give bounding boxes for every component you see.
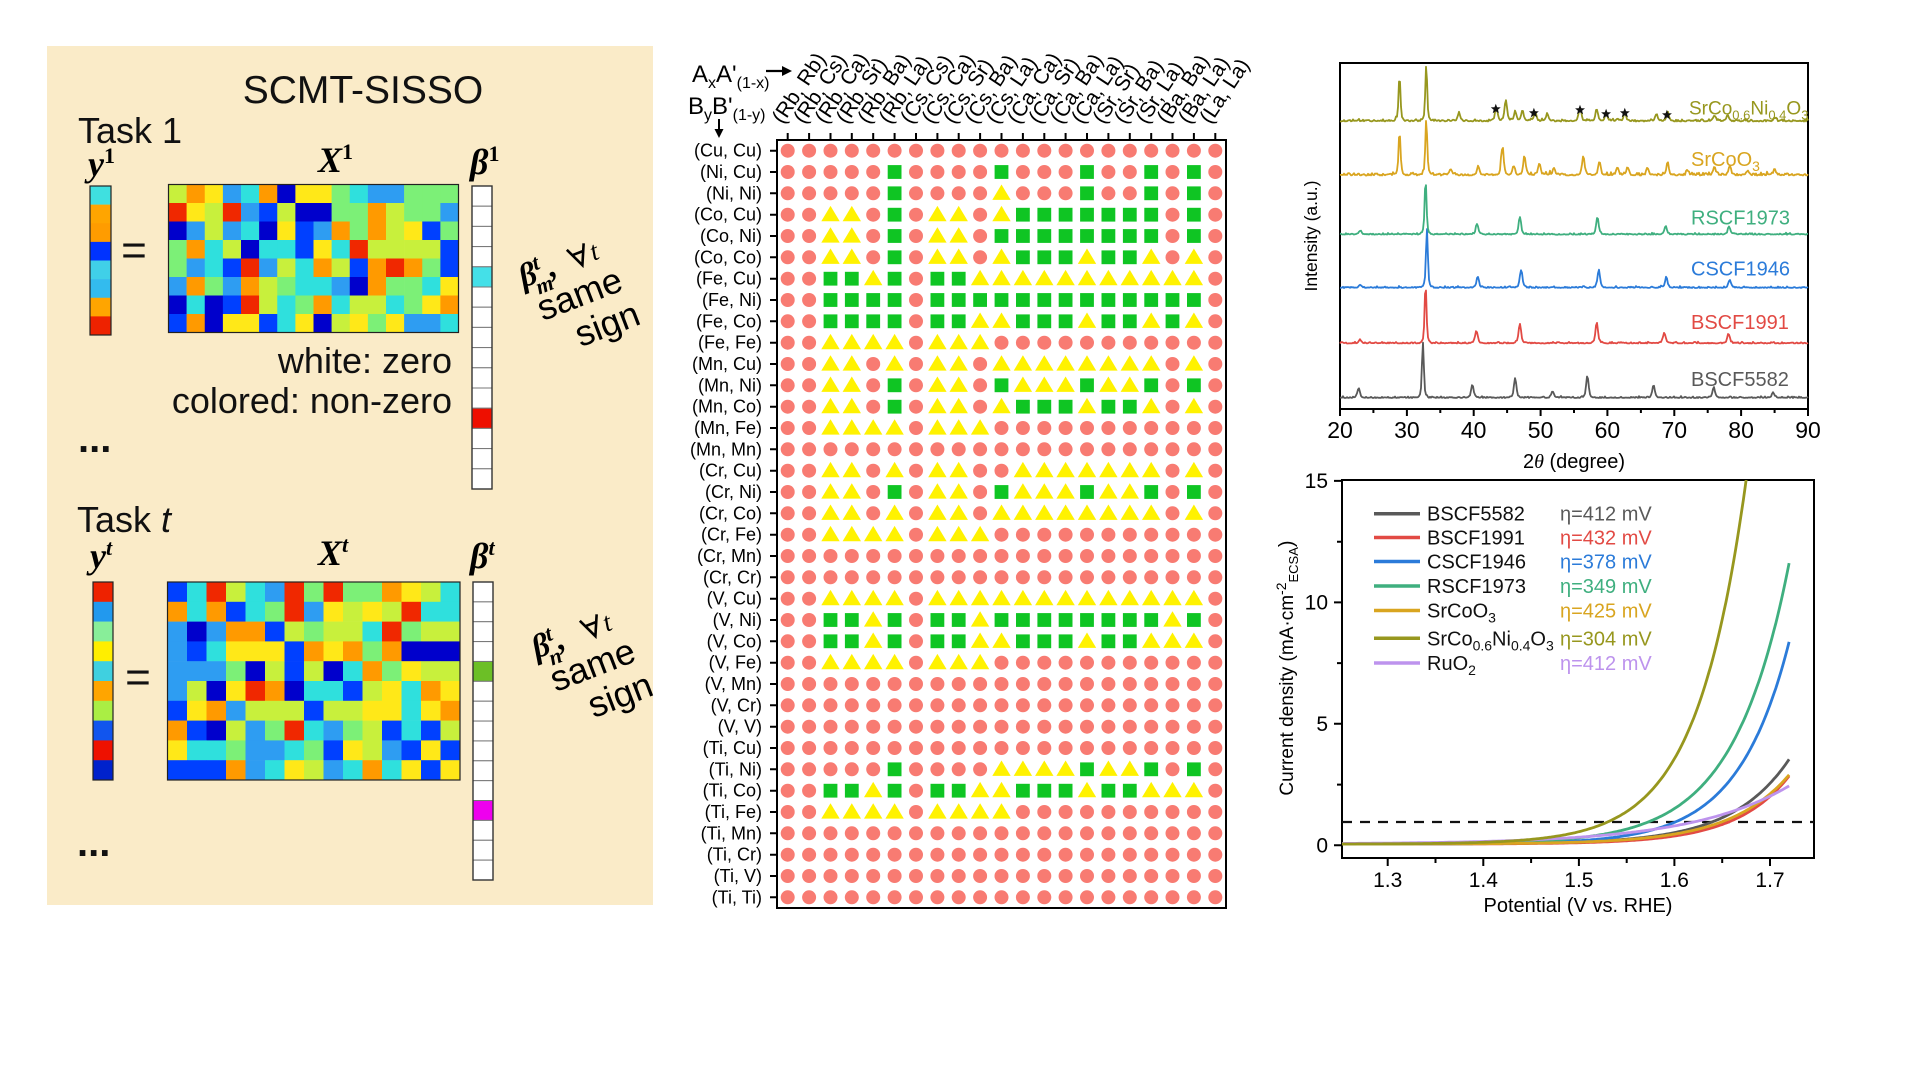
svg-text:(Cu, Cu): (Cu, Cu) — [694, 141, 762, 161]
svg-text:...: ... — [78, 417, 111, 461]
svg-text:0: 0 — [1316, 834, 1328, 857]
svg-text:(V, Mn): (V, Mn) — [705, 674, 762, 694]
svg-text:1.7: 1.7 — [1755, 869, 1784, 892]
svg-text:2θ (degree): 2θ (degree) — [1523, 451, 1625, 473]
svg-text:(Ni, Cu): (Ni, Cu) — [700, 162, 762, 182]
svg-text:(Mn, Cu): (Mn, Cu) — [692, 354, 762, 374]
svg-text:30: 30 — [1394, 417, 1420, 443]
svg-text:(Mn, Mn): (Mn, Mn) — [690, 439, 762, 459]
svg-text:20: 20 — [1327, 417, 1353, 443]
svg-text:colored: non-zero: colored: non-zero — [172, 380, 452, 421]
svg-text:η=412 mV: η=412 mV — [1560, 653, 1652, 675]
svg-text:=: = — [125, 653, 151, 702]
svg-text:5: 5 — [1316, 713, 1328, 736]
svg-text:(Cr, Mn): (Cr, Mn) — [697, 546, 762, 566]
svg-text:η=425 mV: η=425 mV — [1560, 601, 1652, 623]
svg-text:Intensity (a.u.): Intensity (a.u.) — [1301, 181, 1321, 292]
svg-text:Potential (V vs. RHE): Potential (V vs. RHE) — [1484, 895, 1673, 917]
svg-text:Current density (mA·cm-2ECSA): Current density (mA·cm-2ECSA) — [1273, 540, 1301, 795]
svg-text:η=349 mV: η=349 mV — [1560, 576, 1652, 598]
svg-text:SrCoO3: SrCoO3 — [1691, 149, 1760, 174]
svg-text:(V, V): (V, V) — [718, 717, 762, 737]
svg-text:Task t: Task t — [77, 499, 173, 540]
svg-text:70: 70 — [1662, 417, 1688, 443]
svg-text:(Ti, Ni): (Ti, Ni) — [709, 759, 762, 779]
svg-text:(Ti, Ti): (Ti, Ti) — [712, 887, 762, 907]
svg-text:(Fe, Ni): (Fe, Ni) — [702, 290, 762, 310]
svg-text:BSCF1991: BSCF1991 — [1691, 312, 1789, 334]
svg-text:90: 90 — [1795, 417, 1821, 443]
svg-text:(Mn, Ni): (Mn, Ni) — [698, 375, 762, 395]
svg-text:(Ti, Fe): (Ti, Fe) — [705, 802, 762, 822]
svg-text:η=412 mV: η=412 mV — [1560, 504, 1652, 526]
svg-text:RSCF1973: RSCF1973 — [1427, 576, 1526, 598]
svg-text:10: 10 — [1305, 591, 1328, 614]
svg-text:SrCoO3: SrCoO3 — [1427, 601, 1496, 626]
svg-text:RSCF1973: RSCF1973 — [1691, 207, 1790, 229]
svg-text:=: = — [121, 226, 147, 275]
svg-text:white: zero: white: zero — [277, 340, 452, 381]
svg-text:(Ti, Cr): (Ti, Cr) — [707, 845, 762, 865]
svg-text:SrCo0.6Ni0.4O3: SrCo0.6Ni0.4O3 — [1689, 99, 1808, 123]
svg-text:(Mn, Fe): (Mn, Fe) — [694, 418, 762, 438]
svg-text:(V, Cu): (V, Cu) — [707, 589, 762, 609]
svg-text:(V, Cr): (V, Cr) — [711, 695, 762, 715]
svg-text:(Cr, Fe): (Cr, Fe) — [701, 525, 762, 545]
svg-text:(Ti, Co): (Ti, Co) — [703, 781, 762, 801]
svg-text:1.6: 1.6 — [1660, 869, 1689, 892]
svg-text:(Cr, Co): (Cr, Co) — [699, 503, 762, 523]
svg-text:(Ti, Cu): (Ti, Cu) — [703, 738, 762, 758]
svg-text:(Co, Ni): (Co, Ni) — [700, 226, 762, 246]
svg-text:1.3: 1.3 — [1373, 869, 1402, 892]
svg-text:...: ... — [77, 821, 110, 865]
svg-text:CSCF1946: CSCF1946 — [1427, 552, 1526, 574]
svg-text:SCMT-SISSO: SCMT-SISSO — [243, 69, 484, 112]
svg-text:(Fe, Fe): (Fe, Fe) — [698, 333, 762, 353]
svg-text:η=304 mV: η=304 mV — [1560, 628, 1652, 650]
svg-text:BSCF5582: BSCF5582 — [1691, 369, 1789, 391]
svg-text:(Ni, Ni): (Ni, Ni) — [706, 183, 762, 203]
svg-text:RuO2: RuO2 — [1427, 653, 1476, 678]
svg-text:η=432 mV: η=432 mV — [1560, 528, 1652, 550]
svg-text:15: 15 — [1305, 470, 1328, 493]
svg-text:(Co, Cu): (Co, Cu) — [694, 205, 762, 225]
svg-text:60: 60 — [1595, 417, 1621, 443]
svg-text:(Cr, Cr): (Cr, Cr) — [703, 567, 762, 587]
svg-text:(Co, Co): (Co, Co) — [694, 247, 762, 267]
svg-text:40: 40 — [1461, 417, 1487, 443]
svg-text:1.4: 1.4 — [1469, 869, 1499, 892]
svg-text:(Cr, Cu): (Cr, Cu) — [699, 461, 762, 481]
svg-text:CSCF1946: CSCF1946 — [1691, 259, 1790, 281]
svg-text:(Cr, Ni): (Cr, Ni) — [705, 482, 762, 502]
svg-text:SrCo0.6Ni0.4O3: SrCo0.6Ni0.4O3 — [1427, 628, 1554, 653]
svg-text:(V, Ni): (V, Ni) — [713, 610, 762, 630]
svg-text:Task 1: Task 1 — [78, 110, 182, 151]
svg-text:BSCF5582: BSCF5582 — [1427, 504, 1525, 526]
svg-text:(V, Fe): (V, Fe) — [709, 653, 762, 673]
svg-text:80: 80 — [1728, 417, 1754, 443]
svg-text:(Fe, Cu): (Fe, Cu) — [696, 269, 762, 289]
svg-text:(V, Co): (V, Co) — [707, 631, 762, 651]
svg-text:(Ti, Mn): (Ti, Mn) — [701, 823, 762, 843]
svg-text:η=378 mV: η=378 mV — [1560, 552, 1652, 574]
svg-text:BSCF1991: BSCF1991 — [1427, 528, 1525, 550]
svg-text:1.5: 1.5 — [1564, 869, 1593, 892]
svg-text:50: 50 — [1528, 417, 1554, 443]
svg-text:(Fe, Co): (Fe, Co) — [696, 311, 762, 331]
svg-text:(Ti, V): (Ti, V) — [714, 866, 762, 886]
svg-text:(Mn, Co): (Mn, Co) — [692, 397, 762, 417]
svg-text:AxA'(1-x): AxA'(1-x) — [692, 61, 770, 92]
